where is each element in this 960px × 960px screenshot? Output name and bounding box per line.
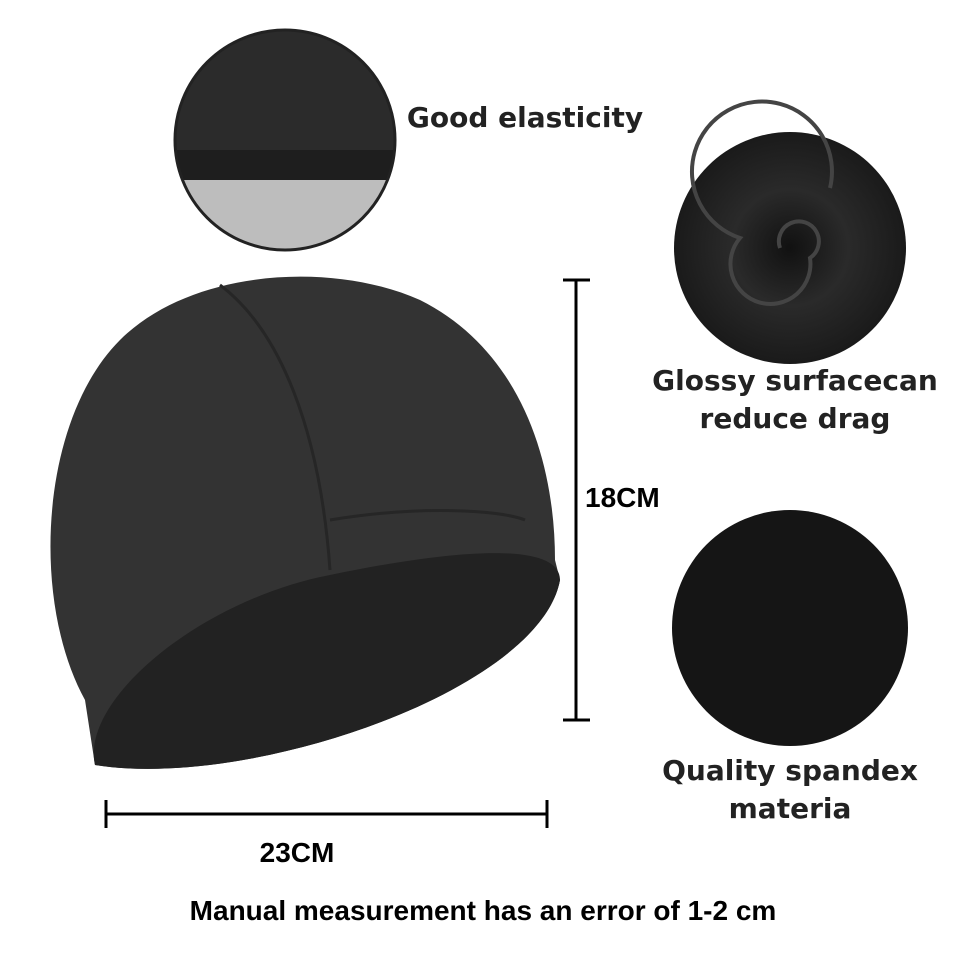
width-label: 23CM (260, 837, 335, 868)
line: Quality spandex (662, 754, 918, 787)
swim-cap (50, 276, 560, 769)
spandex-detail (672, 510, 908, 746)
note: Manual measurement has an error of 1-2 c… (190, 895, 777, 926)
dimension-lines (104, 278, 590, 828)
feature-label: Quality spandex materia (662, 754, 918, 825)
glossy-detail (674, 132, 906, 364)
elasticity-detail (175, 30, 395, 250)
line: reduce drag (700, 402, 891, 435)
line: materia (729, 792, 852, 825)
height-label: 18CM (585, 482, 660, 513)
feature-label: Glossy surfacecan reduce drag (652, 364, 938, 435)
line: Glossy surfacecan (652, 364, 938, 397)
feature-label: Good elasticity (407, 101, 643, 134)
